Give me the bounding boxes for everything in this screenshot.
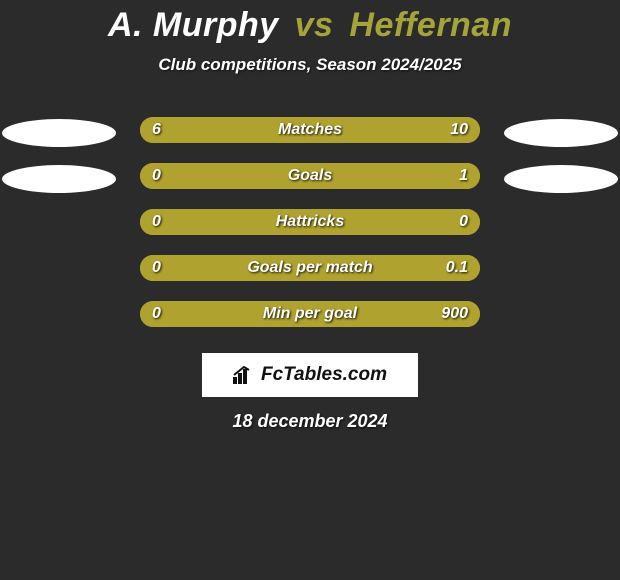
stat-name: Goals per match bbox=[140, 259, 480, 277]
stat-row: 6Matches10 bbox=[0, 111, 620, 157]
stat-row: 0Goals per match0.1 bbox=[0, 249, 620, 295]
stat-bar-track: 6Matches10 bbox=[140, 117, 480, 143]
stat-name: Matches bbox=[140, 121, 480, 139]
stat-bar-labels: 0Goals per match0.1 bbox=[140, 255, 480, 281]
vs-text: vs bbox=[295, 6, 334, 44]
stat-value-right: 10 bbox=[450, 121, 468, 139]
stat-name: Min per goal bbox=[140, 305, 480, 323]
stat-value-left: 0 bbox=[152, 259, 161, 277]
stat-value-left: 6 bbox=[152, 121, 161, 139]
stat-bar-track: 0Goals per match0.1 bbox=[140, 255, 480, 281]
stat-value-right: 900 bbox=[441, 305, 468, 323]
player2-badge bbox=[504, 119, 618, 147]
stat-bar-labels: 0Goals1 bbox=[140, 163, 480, 189]
player2-name: Heffernan bbox=[349, 6, 512, 44]
stat-bar-labels: 0Hattricks0 bbox=[140, 209, 480, 235]
stat-rows: 6Matches100Goals10Hattricks00Goals per m… bbox=[0, 111, 620, 341]
stat-bar-track: 0Hattricks0 bbox=[140, 209, 480, 235]
player1-name: A. Murphy bbox=[108, 6, 279, 44]
stat-bar-labels: 6Matches10 bbox=[140, 117, 480, 143]
subtitle: Club competitions, Season 2024/2025 bbox=[0, 55, 620, 75]
stat-value-left: 0 bbox=[152, 305, 161, 323]
player1-badge bbox=[2, 119, 116, 147]
stat-value-left: 0 bbox=[152, 167, 161, 185]
stat-value-right: 1 bbox=[459, 167, 468, 185]
player1-badge bbox=[2, 165, 116, 193]
stat-name: Hattricks bbox=[140, 213, 480, 231]
stat-bar-labels: 0Min per goal900 bbox=[140, 301, 480, 327]
stat-value-left: 0 bbox=[152, 213, 161, 231]
logo-text: FcTables.com bbox=[261, 364, 387, 386]
date-text: 18 december 2024 bbox=[0, 411, 620, 432]
comparison-title: A. Murphy vs Heffernan bbox=[0, 6, 620, 45]
stat-value-right: 0.1 bbox=[446, 259, 468, 277]
chart-icon bbox=[233, 366, 255, 384]
stat-name: Goals bbox=[140, 167, 480, 185]
source-logo: FcTables.com bbox=[202, 353, 418, 397]
stat-row: 0Min per goal900 bbox=[0, 295, 620, 341]
player2-badge bbox=[504, 165, 618, 193]
stat-bar-track: 0Goals1 bbox=[140, 163, 480, 189]
stat-value-right: 0 bbox=[459, 213, 468, 231]
stat-row: 0Hattricks0 bbox=[0, 203, 620, 249]
stat-row: 0Goals1 bbox=[0, 157, 620, 203]
stat-bar-track: 0Min per goal900 bbox=[140, 301, 480, 327]
